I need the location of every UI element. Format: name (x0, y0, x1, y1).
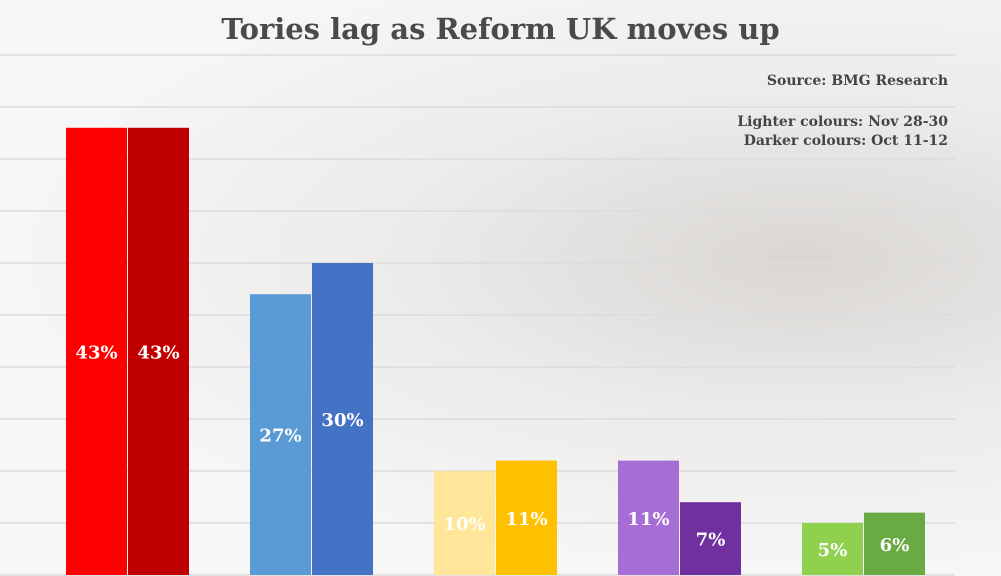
bar (496, 460, 557, 575)
bar (680, 502, 741, 575)
bar (434, 471, 495, 575)
bar (128, 127, 189, 576)
bar (618, 460, 679, 575)
bar (66, 127, 127, 576)
bar (250, 294, 311, 575)
data-label: 7% (696, 530, 726, 551)
data-label: 5% (818, 540, 848, 561)
data-label: 30% (321, 410, 363, 431)
data-label: 11% (627, 509, 669, 530)
data-label: 10% (443, 514, 485, 535)
bar (802, 523, 863, 575)
data-label: 6% (880, 535, 910, 556)
bar (312, 263, 373, 575)
data-label: 43% (75, 342, 117, 363)
data-label: 11% (505, 509, 547, 530)
data-label: 27% (259, 426, 301, 447)
source-note: Source: BMG Research (766, 73, 948, 89)
legend-lighter: Lighter colours: Nov 28-30 (737, 114, 948, 130)
bar (864, 512, 925, 575)
chart-title: Tories lag as Reform UK moves up (221, 12, 780, 46)
data-label: 43% (137, 342, 179, 363)
legend-darker: Darker colours: Oct 11-12 (743, 133, 948, 149)
